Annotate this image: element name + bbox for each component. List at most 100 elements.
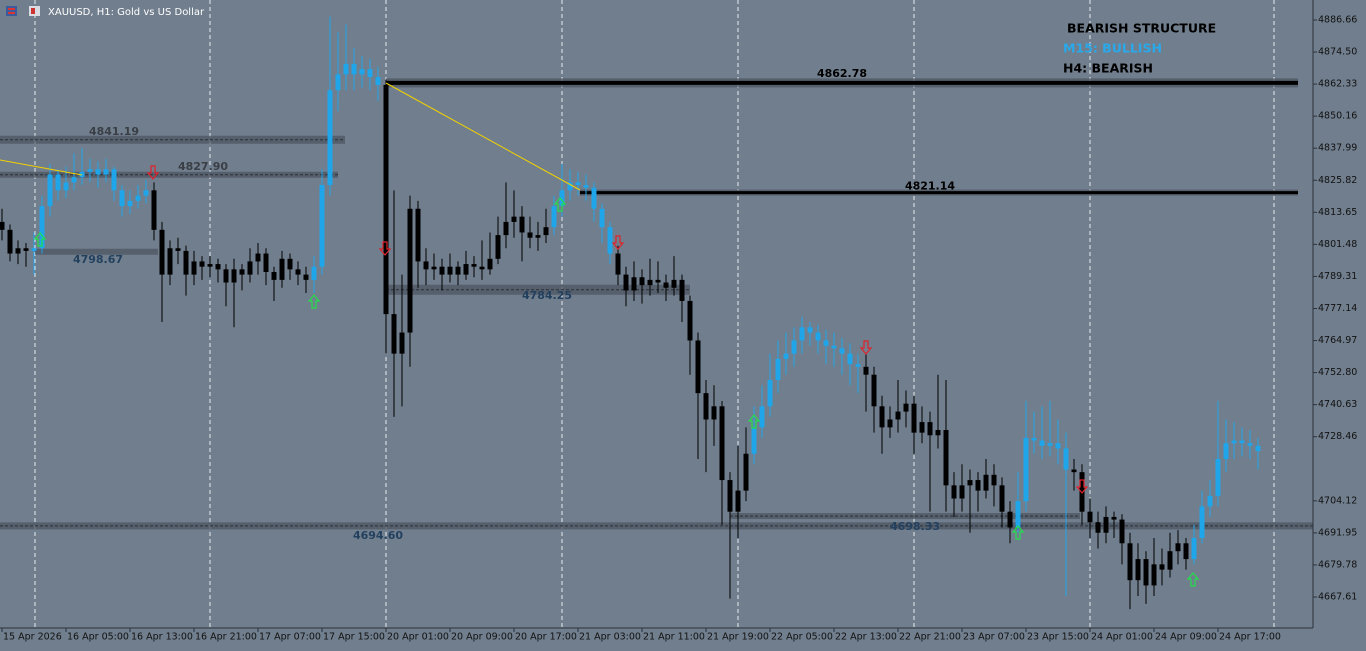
candle-body <box>735 490 741 512</box>
candle-body <box>671 279 677 288</box>
level-label: 4784.25 <box>522 289 572 302</box>
candle-body <box>383 84 389 315</box>
candle-body <box>223 269 229 283</box>
candle-body <box>871 374 877 407</box>
x-tick-label: 16 Apr 05:00 <box>67 632 129 643</box>
candle-body <box>367 69 373 78</box>
candle-body <box>319 185 325 267</box>
candle-body <box>975 480 981 491</box>
candle-body <box>599 208 605 228</box>
candle-body <box>263 253 269 272</box>
candle-body <box>375 77 381 85</box>
candle-body <box>887 419 893 428</box>
candle-body <box>839 348 845 354</box>
candle-body <box>303 274 309 280</box>
candle-body <box>39 206 45 249</box>
candle-body <box>727 480 733 512</box>
candle-body <box>1239 440 1245 444</box>
buy-arrow <box>1011 525 1025 540</box>
candle-body <box>143 190 149 196</box>
x-tick-label: 24 Apr 01:00 <box>1091 632 1153 643</box>
candle-body <box>1231 440 1237 444</box>
candle-body <box>823 340 829 346</box>
sell-arrow <box>378 241 392 256</box>
candle-body <box>879 406 885 428</box>
level-label: 4798.67 <box>73 253 123 266</box>
y-tick-label: 4679.78 <box>1318 559 1357 570</box>
candle-body <box>791 340 797 354</box>
candle-body <box>279 258 285 280</box>
candle-body <box>783 353 789 359</box>
x-tick-label: 16 Apr 21:00 <box>195 632 257 643</box>
candle-body <box>159 229 165 275</box>
candle-body <box>311 266 317 280</box>
candle-body <box>423 261 429 270</box>
candle-body <box>95 169 101 175</box>
candle-body <box>431 266 437 270</box>
candle-body <box>351 63 357 75</box>
candle-body <box>479 266 485 270</box>
candle-body <box>543 227 549 236</box>
level-label: 4698.33 <box>890 520 940 533</box>
candle-body <box>1151 564 1157 586</box>
candle-body <box>615 253 621 275</box>
x-tick-label: 22 Apr 21:00 <box>899 632 961 643</box>
candle-body <box>1031 437 1037 441</box>
candle-body <box>855 364 861 367</box>
candle-body <box>135 195 141 201</box>
level-label: 4841.19 <box>89 125 139 138</box>
candle-body <box>511 216 517 222</box>
buy-arrow <box>307 294 321 309</box>
structure-annotation: H4: BEARISH <box>1063 61 1153 76</box>
candle-body <box>999 485 1005 512</box>
candle-body <box>719 406 725 481</box>
candle-body <box>71 177 77 183</box>
candle-body <box>119 190 125 207</box>
structure-annotation: M15: BULLISH <box>1063 41 1162 56</box>
candle-body <box>1039 440 1045 446</box>
trend-line <box>385 82 581 191</box>
y-tick-label: 4886.66 <box>1318 14 1357 25</box>
candle-body <box>559 190 565 207</box>
y-tick-label: 4862.33 <box>1318 79 1357 90</box>
candle-body <box>1135 559 1141 581</box>
candle-body <box>911 403 917 433</box>
candle-body <box>1015 501 1021 528</box>
candle-body <box>23 248 29 251</box>
y-tick-label: 4789.31 <box>1318 271 1357 282</box>
candle-body <box>447 266 453 275</box>
candle-body <box>255 253 261 262</box>
y-tick-label: 4825.82 <box>1318 175 1357 186</box>
candle-body <box>0 221 5 230</box>
y-tick-label: 4764.97 <box>1318 335 1357 346</box>
candle-body <box>335 74 341 91</box>
candle-body <box>623 274 629 291</box>
candle-body <box>1175 543 1181 552</box>
candle-body <box>415 208 421 262</box>
candle-body <box>47 174 53 207</box>
symbol-icon <box>6 6 40 16</box>
level-band <box>0 171 338 178</box>
level-band <box>35 248 158 255</box>
candle-body <box>943 430 949 486</box>
y-tick-label: 4691.95 <box>1318 527 1357 538</box>
candle-body <box>743 453 749 491</box>
candle-body <box>1207 495 1213 507</box>
x-tick-label: 24 Apr 09:00 <box>1155 632 1217 643</box>
candle-body <box>1199 506 1205 539</box>
y-tick-label: 4850.16 <box>1318 111 1357 122</box>
x-tick-label: 16 Apr 13:00 <box>131 632 193 643</box>
candle-body <box>927 422 933 436</box>
y-tick-label: 4777.14 <box>1318 303 1357 314</box>
candle-body <box>215 264 221 270</box>
y-tick-label: 4728.46 <box>1318 431 1357 442</box>
candle-body <box>183 250 189 275</box>
candle-body <box>639 277 645 286</box>
y-tick-label: 4740.63 <box>1318 399 1357 410</box>
y-tick-label: 4874.50 <box>1318 47 1357 58</box>
decorations <box>0 82 1200 587</box>
candle-body <box>399 332 405 354</box>
candle-body <box>407 208 413 333</box>
x-tick-label: 20 Apr 17:00 <box>515 632 577 643</box>
